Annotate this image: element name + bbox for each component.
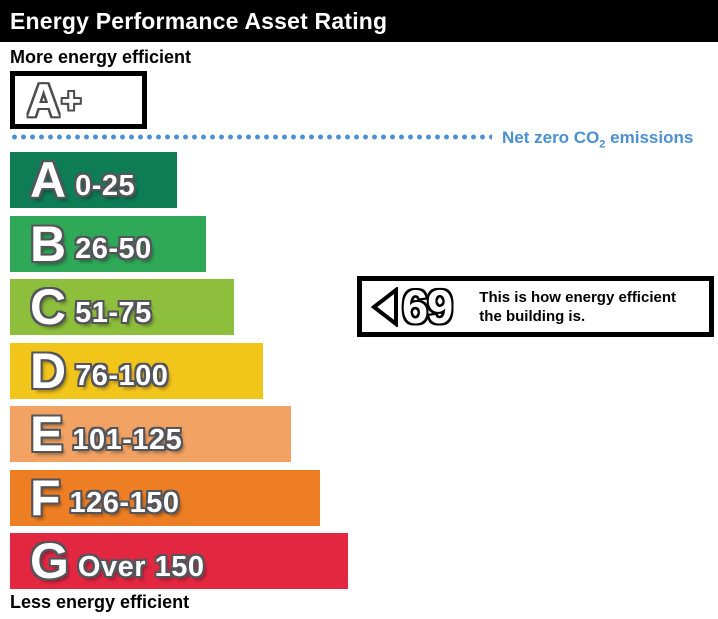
band-range: 0-25	[75, 169, 136, 202]
rating-description: This is how energy efficient the buildin…	[479, 288, 676, 326]
net-zero-text-post: emissions	[605, 128, 694, 147]
rating-description-line2: the building is.	[479, 307, 586, 325]
net-zero-dotted-line	[10, 134, 492, 140]
left-arrow-icon	[370, 286, 398, 327]
band-e: E 101-125	[10, 406, 291, 462]
co2-subscript: 2	[599, 138, 606, 151]
less-efficient-label: Less energy efficient	[10, 592, 190, 612]
band-letter: C	[30, 279, 67, 335]
band-letter: F	[30, 469, 61, 526]
band-letter: B	[30, 215, 67, 272]
net-zero-label: Net zero CO2 emissions	[502, 128, 693, 150]
page-title: Energy Performance Asset Rating	[10, 8, 388, 34]
net-zero-text-pre: Net zero CO	[502, 128, 600, 147]
band-letter: A	[30, 152, 67, 208]
band-a-plus: A +	[10, 71, 147, 129]
band-c: C 51-75	[10, 279, 234, 335]
band-range: 26-50	[75, 233, 152, 265]
band-letter: D	[30, 342, 67, 399]
plus-sign: +	[61, 82, 82, 120]
rating-value: 69	[402, 280, 453, 333]
a-plus-letter: A	[27, 74, 61, 126]
band-a: A 0-25	[10, 152, 177, 208]
rating-indicator-box: 69 This is how energy efficient the buil…	[357, 276, 714, 337]
band-range: 101-125	[72, 423, 183, 456]
band-range: 51-75	[75, 296, 152, 329]
band-b: B 26-50	[10, 215, 206, 272]
band-letter: G	[30, 533, 69, 589]
band-range: Over 150	[77, 550, 205, 583]
more-efficient-label: More energy efficient	[10, 47, 192, 67]
band-range: 126-150	[69, 487, 180, 519]
band-g: G Over 150	[10, 533, 348, 589]
band-d: D 76-100	[10, 342, 263, 399]
band-range: 76-100	[75, 360, 169, 392]
rating-description-line1: This is how energy efficient	[479, 288, 676, 306]
band-letter: E	[30, 406, 64, 462]
chart-title-bar: Energy Performance Asset Rating	[0, 0, 718, 42]
band-f: F 126-150	[10, 469, 320, 526]
